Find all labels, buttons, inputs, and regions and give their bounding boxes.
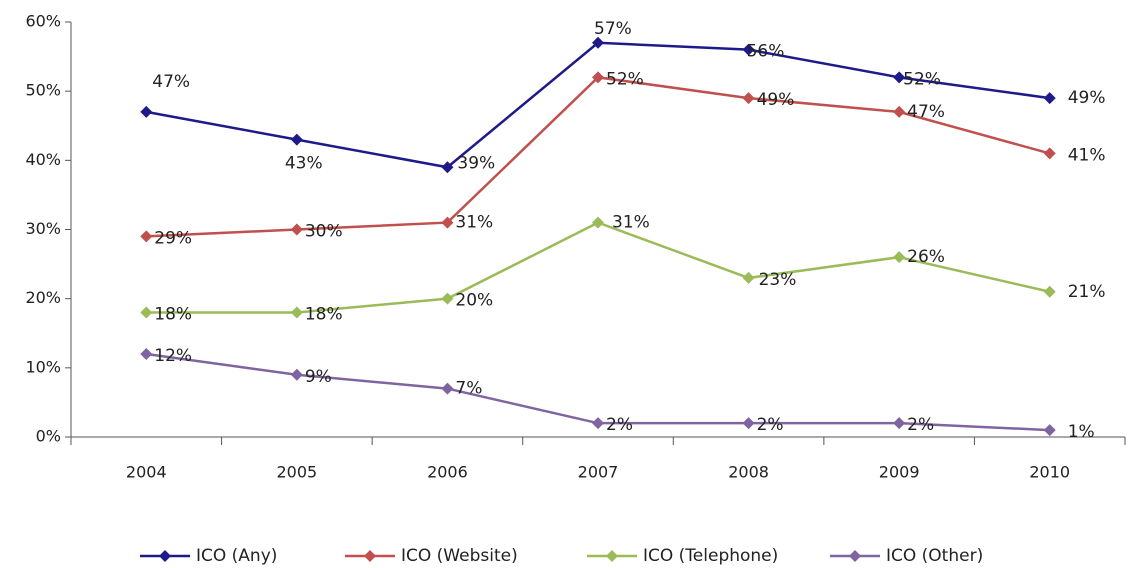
data-label: 30% bbox=[305, 222, 343, 242]
data-label: 9% bbox=[305, 367, 332, 387]
data-label: 2% bbox=[757, 415, 784, 435]
x-tick-label: 2005 bbox=[276, 463, 317, 482]
data-label: 18% bbox=[154, 305, 192, 325]
x-tick-label: 2009 bbox=[879, 463, 920, 482]
data-point bbox=[742, 417, 755, 430]
data-label: 31% bbox=[612, 213, 650, 233]
data-point bbox=[290, 368, 303, 381]
data-label: 52% bbox=[606, 69, 644, 89]
x-tick-label: 2008 bbox=[728, 463, 769, 482]
data-point bbox=[441, 382, 454, 395]
data-point bbox=[1043, 147, 1056, 160]
data-point bbox=[290, 133, 303, 146]
y-tick-label: 60% bbox=[25, 12, 61, 31]
data-point bbox=[1043, 92, 1056, 105]
data-label: 47% bbox=[152, 72, 190, 92]
data-point bbox=[1043, 424, 1056, 437]
data-point bbox=[140, 306, 153, 319]
data-point bbox=[441, 216, 454, 229]
data-point bbox=[140, 105, 153, 118]
data-point bbox=[742, 43, 755, 56]
data-label: 21% bbox=[1068, 282, 1106, 302]
data-point bbox=[290, 306, 303, 319]
data-point bbox=[742, 271, 755, 284]
y-tick-label: 30% bbox=[25, 219, 61, 238]
data-point bbox=[893, 105, 906, 118]
data-label: 23% bbox=[759, 270, 797, 290]
data-point bbox=[140, 348, 153, 360]
data-label: 57% bbox=[594, 19, 632, 39]
legend-marker bbox=[606, 550, 618, 562]
legend-label: ICO (Telephone) bbox=[643, 546, 778, 566]
data-point bbox=[592, 417, 604, 430]
data-label: 18% bbox=[305, 305, 343, 325]
data-label: 12% bbox=[154, 346, 192, 366]
data-label: 1% bbox=[1068, 422, 1095, 442]
x-tick-label: 2004 bbox=[126, 463, 167, 482]
legend-label: ICO (Other) bbox=[886, 546, 983, 566]
data-point bbox=[592, 71, 604, 84]
data-point bbox=[893, 71, 906, 84]
data-label: 20% bbox=[455, 291, 493, 311]
data-label: 41% bbox=[1068, 145, 1106, 165]
x-tick-label: 2010 bbox=[1029, 463, 1070, 482]
data-label: 31% bbox=[455, 213, 493, 233]
data-point bbox=[1043, 285, 1056, 298]
y-tick-label: 20% bbox=[25, 288, 61, 307]
data-point bbox=[742, 92, 755, 105]
data-label: 26% bbox=[907, 247, 945, 267]
legend-marker bbox=[159, 550, 171, 562]
legend-label: ICO (Website) bbox=[401, 546, 518, 566]
data-point bbox=[140, 230, 153, 243]
y-tick-label: 0% bbox=[36, 427, 61, 446]
data-label: 49% bbox=[1068, 88, 1106, 108]
legend-label: ICO (Any) bbox=[196, 546, 277, 566]
data-point bbox=[441, 292, 454, 305]
data-point bbox=[592, 36, 604, 49]
data-label: 56% bbox=[747, 42, 785, 62]
data-point bbox=[893, 251, 906, 264]
data-point bbox=[441, 161, 454, 174]
data-label: 7% bbox=[455, 379, 482, 399]
data-point bbox=[893, 417, 906, 430]
data-label: 39% bbox=[457, 153, 495, 173]
x-tick-label: 2007 bbox=[578, 463, 619, 482]
legend-marker bbox=[849, 550, 861, 562]
data-label: 2% bbox=[606, 415, 633, 435]
data-label: 49% bbox=[757, 90, 795, 110]
x-tick-label: 2006 bbox=[427, 463, 468, 482]
data-label: 43% bbox=[285, 154, 323, 174]
data-label: 47% bbox=[907, 102, 945, 122]
legend-marker bbox=[364, 550, 376, 562]
data-point bbox=[592, 216, 604, 229]
data-point bbox=[290, 223, 303, 236]
series-line bbox=[146, 221, 1050, 314]
data-label: 29% bbox=[154, 228, 192, 248]
data-label: 2% bbox=[907, 415, 934, 435]
y-tick-label: 50% bbox=[25, 81, 61, 100]
y-tick-label: 10% bbox=[25, 357, 61, 376]
y-tick-label: 40% bbox=[25, 150, 61, 169]
data-label: 52% bbox=[903, 69, 941, 89]
